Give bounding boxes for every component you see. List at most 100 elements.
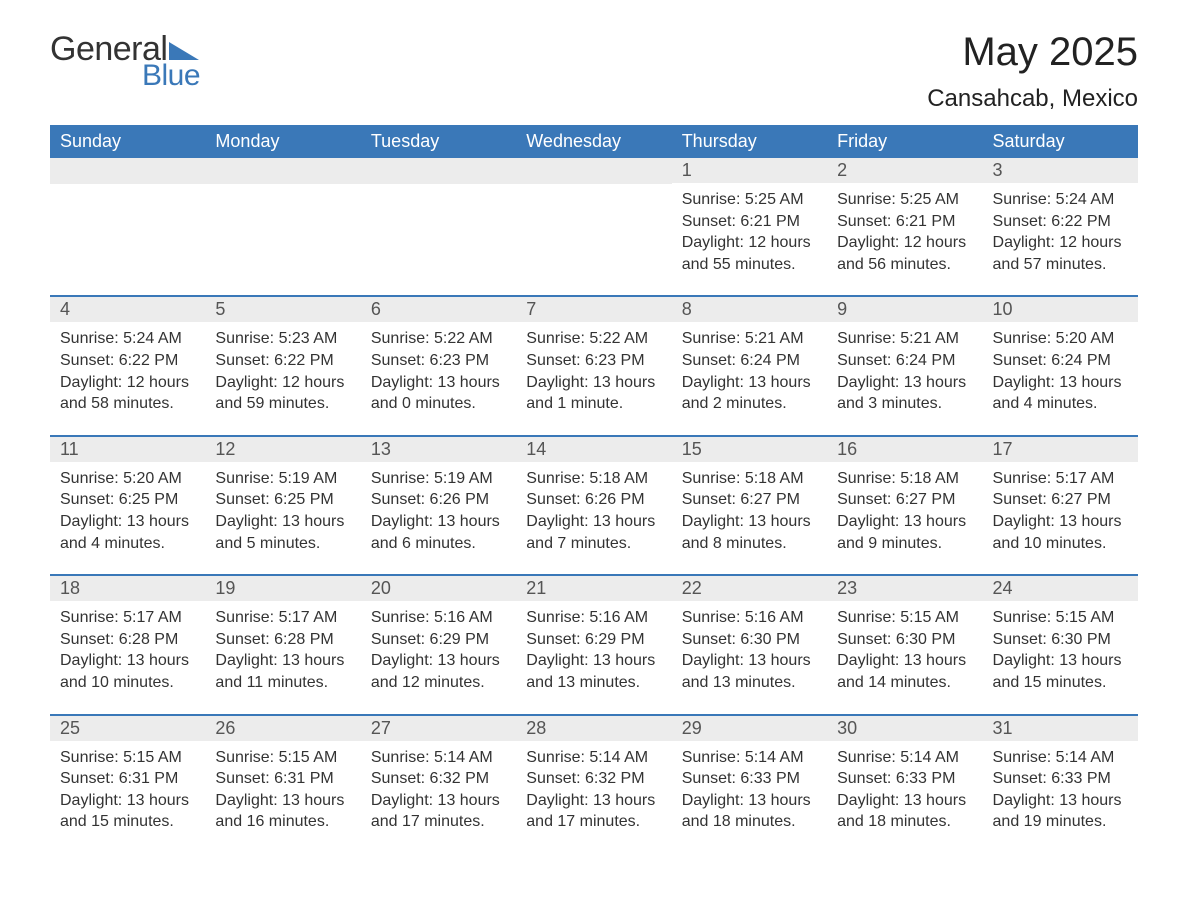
sunrise-text: Sunrise: 5:14 AM [682,747,817,769]
day-number: 4 [50,297,205,322]
day-number: 11 [50,437,205,462]
sunrise-text: Sunrise: 5:15 AM [215,747,350,769]
day-body: Sunrise: 5:25 AMSunset: 6:21 PMDaylight:… [672,183,827,295]
day-number: 10 [983,297,1138,322]
sunset-text: Sunset: 6:24 PM [682,350,817,372]
sunrise-text: Sunrise: 5:14 AM [371,747,506,769]
day-cell: 20Sunrise: 5:16 AMSunset: 6:29 PMDayligh… [361,576,516,713]
sunset-text: Sunset: 6:27 PM [837,489,972,511]
sunrise-text: Sunrise: 5:25 AM [682,189,817,211]
sunset-text: Sunset: 6:33 PM [837,768,972,790]
day-cell: 24Sunrise: 5:15 AMSunset: 6:30 PMDayligh… [983,576,1138,713]
sunset-text: Sunset: 6:28 PM [60,629,195,651]
daylight-text: Daylight: 13 hours and 17 minutes. [526,790,661,833]
daylight-text: Daylight: 13 hours and 13 minutes. [526,650,661,693]
sunrise-text: Sunrise: 5:14 AM [837,747,972,769]
day-number [50,158,205,184]
sunrise-text: Sunrise: 5:16 AM [371,607,506,629]
day-number: 7 [516,297,671,322]
day-body: Sunrise: 5:20 AMSunset: 6:24 PMDaylight:… [983,322,1138,434]
daylight-text: Daylight: 13 hours and 18 minutes. [837,790,972,833]
sunset-text: Sunset: 6:31 PM [60,768,195,790]
week-row: 18 Sunrise: 5:17 AM Sunset: 6:28 PM Dayligh… [50,574,1138,713]
day-body: Sunrise: 5:21 AMSunset: 6:24 PMDaylight:… [827,322,982,434]
sunset-text: Sunset: 6:33 PM [682,768,817,790]
sunset-text: Sunset: 6:21 PM [682,211,817,233]
sunrise-text: Sunrise: 5:17 AM [993,468,1128,490]
sunset-text: Sunset: 6:29 PM [526,629,661,651]
sunrise-text: Sunrise: 5:17 AM [215,607,350,629]
daylight-text: Daylight: 13 hours and 19 minutes. [993,790,1128,833]
day-number: 28 [516,716,671,741]
day-cell: 28Sunrise: 5:14 AMSunset: 6:32 PMDayligh… [516,716,671,853]
daylight-text: Daylight: 13 hours and 3 minutes. [837,372,972,415]
week-row: 1Sunrise: 5:25 AMSunset: 6:21 PMDaylight… [50,158,1138,295]
day-body: Sunrise: 5:14 AMSunset: 6:33 PMDaylight:… [983,741,1138,853]
location-label: Cansahcab, Mexico [927,85,1138,113]
day-number: 14 [516,437,671,462]
day-number: 2 [827,158,982,183]
day-body: Sunrise: 5:16 AMSunset: 6:30 PMDaylight:… [672,601,827,713]
week-row: 11Sunrise: 5:20 AMSunset: 6:25 PMDayligh… [50,435,1138,574]
day-number: 24 [983,576,1138,601]
sunset-text: Sunset: 6:26 PM [371,489,506,511]
weekday-header-wednesday: Wednesday [516,125,671,158]
day-body: Sunrise: 5:25 AMSunset: 6:21 PMDaylight:… [827,183,982,295]
day-cell [516,158,671,295]
day-body: Sunrise: 5:15 AMSunset: 6:30 PMDaylight:… [827,601,982,713]
weekday-header-thursday: Thursday [672,125,827,158]
day-body: Sunrise: 5:22 AMSunset: 6:23 PMDaylight:… [361,322,516,434]
day-cell: 1Sunrise: 5:25 AMSunset: 6:21 PMDaylight… [672,158,827,295]
daylight-text: Daylight: 13 hours and 10 minutes. [993,511,1128,554]
day-cell: 3Sunrise: 5:24 AMSunset: 6:22 PMDaylight… [983,158,1138,295]
weekday-header-saturday: Saturday [983,125,1138,158]
day-number: 17 [983,437,1138,462]
sunset-text: Sunset: 6:27 PM [993,489,1128,511]
day-cell: 2Sunrise: 5:25 AMSunset: 6:21 PMDaylight… [827,158,982,295]
day-body: Sunrise: 5:16 AMSunset: 6:29 PMDaylight:… [516,601,671,713]
sunset-text: Sunset: 6:26 PM [526,489,661,511]
sunset-text: Sunset: 6:21 PM [837,211,972,233]
week-row: 4Sunrise: 5:24 AMSunset: 6:22 PMDaylight… [50,295,1138,434]
day-cell: 23Sunrise: 5:15 AMSunset: 6:30 PMDayligh… [827,576,982,713]
month-title: May 2025 [927,30,1138,75]
day-cell: 29Sunrise: 5:14 AMSunset: 6:33 PMDayligh… [672,716,827,853]
sunset-text: Sunset: 6:25 PM [60,489,195,511]
weekday-header-row: Sunday Monday Tuesday Wednesday Thursday… [50,125,1138,158]
sunrise-text: Sunrise: 5:18 AM [526,468,661,490]
day-cell: 5Sunrise: 5:23 AMSunset: 6:22 PMDaylight… [205,297,360,434]
weekday-header-friday: Friday [827,125,982,158]
day-number: 19 [205,576,360,601]
weekday-header-sunday: Sunday [50,125,205,158]
sunset-text: Sunset: 6:22 PM [993,211,1128,233]
sunset-text: Sunset: 6:30 PM [993,629,1128,651]
day-body: Sunrise: 5:22 AMSunset: 6:23 PMDaylight:… [516,322,671,434]
day-body: Sunrise: 5:21 AMSunset: 6:24 PMDaylight:… [672,322,827,434]
day-number: 9 [827,297,982,322]
daylight-text: Daylight: 13 hours and 6 minutes. [371,511,506,554]
title-block: May 2025 Cansahcab, Mexico [927,30,1138,113]
day-body: Sunrise: 5:15 AMSunset: 6:30 PMDaylight:… [983,601,1138,713]
day-cell: 21Sunrise: 5:16 AMSunset: 6:29 PMDayligh… [516,576,671,713]
day-cell: 7Sunrise: 5:22 AMSunset: 6:23 PMDaylight… [516,297,671,434]
sunrise-text: Sunrise: 5:23 AM [215,328,350,350]
day-number: 15 [672,437,827,462]
sunrise-text: Sunrise: 5:16 AM [526,607,661,629]
day-cell: 30Sunrise: 5:14 AMSunset: 6:33 PMDayligh… [827,716,982,853]
day-body: Sunrise: 5:15 AMSunset: 6:31 PMDaylight:… [50,741,205,853]
daylight-text: Daylight: 13 hours and 17 minutes. [371,790,506,833]
day-body: Sunrise: 5:24 AMSunset: 6:22 PMDaylight:… [50,322,205,434]
day-number: 18 [50,576,205,601]
daylight-text: Daylight: 12 hours and 57 minutes. [993,232,1128,275]
header-region: General Blue May 2025 Cansahcab, Mexico [50,30,1138,113]
day-body: Sunrise: 5:19 AMSunset: 6:26 PMDaylight:… [361,462,516,574]
calendar-table: Sunday Monday Tuesday Wednesday Thursday… [50,125,1138,853]
day-cell: 12Sunrise: 5:19 AMSunset: 6:25 PMDayligh… [205,437,360,574]
day-number: 20 [361,576,516,601]
sunset-text: Sunset: 6:32 PM [371,768,506,790]
sunset-text: Sunset: 6:23 PM [371,350,506,372]
day-body: Sunrise: 5:18 AMSunset: 6:27 PMDaylight:… [672,462,827,574]
sunrise-text: Sunrise: 5:15 AM [837,607,972,629]
day-body: Sunrise: 5:19 AMSunset: 6:25 PMDaylight:… [205,462,360,574]
day-body: Sunrise: 5:16 AMSunset: 6:29 PMDaylight:… [361,601,516,713]
